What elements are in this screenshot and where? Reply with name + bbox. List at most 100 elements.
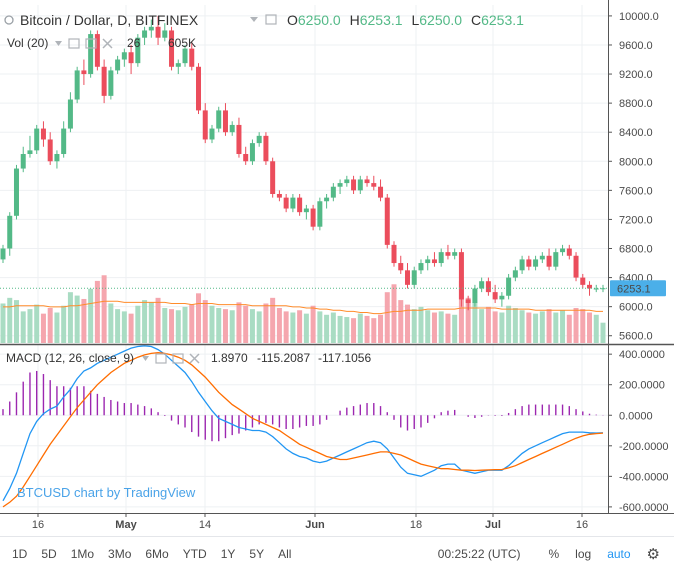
- macd-line: [2, 345, 604, 502]
- candle: [431, 252, 437, 267]
- open-value: 6250.0: [298, 12, 341, 28]
- candle: [546, 248, 552, 271]
- auto-scale-button[interactable]: auto: [607, 546, 631, 561]
- volume-bar: [533, 313, 539, 343]
- volume-bar: [297, 310, 303, 343]
- price-axis[interactable]: 10000.0 9600.0 9200.0 8800.0 8400.0 8000.0 760…: [608, 11, 666, 343]
- chevron-down-icon[interactable]: [250, 17, 258, 22]
- volume-bar: [351, 318, 357, 343]
- price-tick-label: 7600.0: [619, 185, 653, 197]
- symbol-collapse-icon[interactable]: [4, 15, 14, 25]
- candle: [196, 63, 202, 115]
- candlestick-series[interactable]: [0, 15, 608, 311]
- chevron-down-icon[interactable]: [142, 356, 149, 361]
- candle: [27, 135, 33, 158]
- candle: [20, 146, 26, 173]
- volume-bar: [418, 306, 424, 343]
- candle: [209, 124, 215, 144]
- low-value: 6250.0: [419, 12, 462, 28]
- settings-icon[interactable]: [85, 38, 97, 49]
- range-6mo[interactable]: 6Mo: [145, 546, 169, 561]
- close-icon[interactable]: [102, 38, 113, 49]
- range-5d[interactable]: 5D: [41, 546, 57, 561]
- volume-bar: [566, 314, 572, 343]
- range-1d[interactable]: 1D: [12, 546, 28, 561]
- candle: [249, 139, 255, 165]
- candle: [283, 193, 289, 213]
- candle: [297, 193, 303, 216]
- volume-bar: [142, 300, 148, 343]
- candle: [290, 193, 296, 213]
- candle: [40, 121, 46, 147]
- macd-axis[interactable]: 400.0000 200.0000 0.0000 -200.0000 -400.0000…: [608, 349, 669, 514]
- candle: [371, 175, 377, 191]
- percent-scale-button[interactable]: %: [548, 546, 560, 561]
- volume-bar: [526, 312, 532, 343]
- candle: [560, 244, 566, 256]
- candle: [539, 252, 545, 264]
- volume-bar: [202, 300, 208, 343]
- range-ytd[interactable]: YTD: [182, 546, 207, 561]
- candle: [573, 252, 579, 282]
- volume-bar: [216, 308, 222, 343]
- volume-bar: [330, 312, 336, 343]
- macd-signal-value: -117.1056: [318, 351, 371, 365]
- candle: [263, 132, 269, 165]
- time-tick-label: 16: [32, 519, 44, 531]
- candle: [7, 212, 13, 256]
- volume-bar: [512, 308, 518, 343]
- settings-icon[interactable]: [265, 14, 277, 25]
- candle: [74, 66, 80, 104]
- macd-tick-label: -200.0000: [619, 441, 669, 453]
- range-5y[interactable]: 5Y: [249, 546, 265, 561]
- candle: [88, 30, 94, 78]
- range-1y[interactable]: 1Y: [220, 546, 236, 561]
- candle: [411, 266, 417, 289]
- range-3mo[interactable]: 3Mo: [108, 546, 132, 561]
- time-tick-label: 16: [576, 519, 588, 531]
- time-tick-label: Jun: [305, 519, 325, 531]
- volume-bar: [276, 308, 282, 343]
- eye-icon[interactable]: [68, 38, 80, 49]
- volume-bar: [155, 297, 161, 343]
- volume-bar: [506, 305, 512, 343]
- price-grid: [0, 5, 608, 343]
- volume-bar: [209, 305, 215, 343]
- range-1mo[interactable]: 1Mo: [70, 546, 95, 561]
- candle: [13, 164, 19, 220]
- volume-bar: [324, 314, 330, 343]
- candle: [418, 259, 424, 274]
- candle: [526, 255, 532, 271]
- symbol-legend: Bitcoin / Dollar, D, BITFINEX O6250.0 H6…: [4, 12, 524, 28]
- volume-bar: [303, 313, 309, 343]
- chevron-down-icon[interactable]: [55, 41, 62, 46]
- volume-bar: [337, 315, 343, 343]
- time-axis[interactable]: 16 May 14 Jun 18 Jul 16: [32, 513, 588, 531]
- candle: [391, 241, 397, 267]
- candle: [236, 117, 242, 158]
- candle: [351, 175, 357, 194]
- volume-bar: [465, 297, 471, 343]
- eye-icon[interactable]: [155, 353, 167, 364]
- volume-bar: [344, 317, 350, 343]
- log-scale-button[interactable]: log: [575, 546, 592, 561]
- candle: [512, 266, 518, 282]
- macd-tick-label: -400.0000: [619, 471, 669, 483]
- candle: [324, 193, 330, 209]
- volume-bar: [499, 312, 505, 343]
- btcusd-chart[interactable]: 10000.0 9600.0 9200.0 8800.0 8400.0 8000.0 760…: [0, 0, 674, 536]
- volume-bar: [485, 306, 491, 343]
- price-tick-label: 8400.0: [619, 127, 653, 139]
- volume-bar: [74, 295, 80, 343]
- volume-bar: [34, 304, 40, 343]
- settings-icon[interactable]: [172, 353, 184, 364]
- range-all[interactable]: All: [278, 546, 292, 561]
- utc-clock[interactable]: 00:25:22 (UTC): [437, 546, 521, 561]
- close-icon[interactable]: [189, 353, 200, 364]
- gear-icon[interactable]: ⚙: [646, 545, 660, 563]
- candle: [593, 284, 599, 293]
- volume-bar: [492, 311, 498, 343]
- watermark[interactable]: BTCUSD chart by TradingView: [17, 485, 196, 500]
- volume-bar: [317, 311, 323, 343]
- volume-bar: [67, 292, 73, 343]
